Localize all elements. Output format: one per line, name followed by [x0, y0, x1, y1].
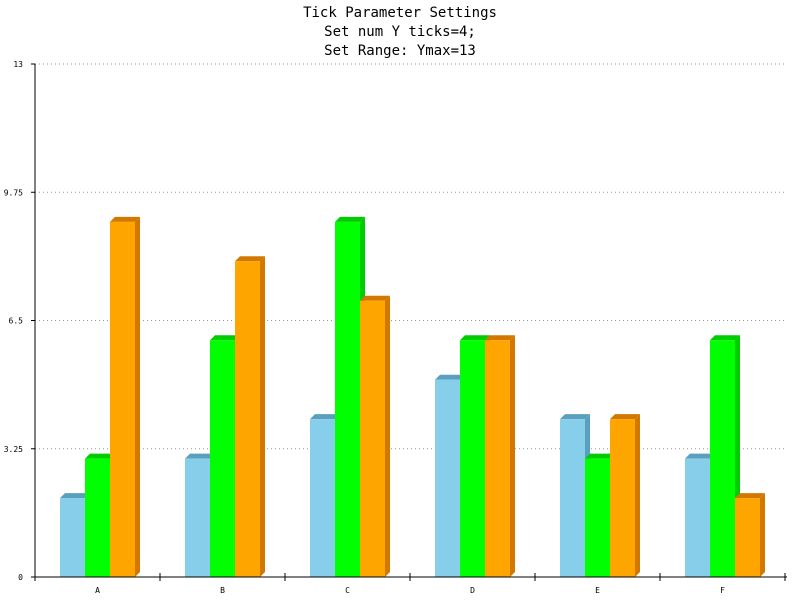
bar	[485, 340, 510, 577]
bar	[235, 261, 260, 577]
bar-top	[110, 216, 140, 222]
chart-title-line-2: Set num Y ticks=4;	[324, 24, 476, 40]
bar-top	[710, 335, 740, 341]
bar-side	[510, 335, 515, 577]
x-tick-label: C	[345, 586, 350, 595]
chart-title-line-1: Tick Parameter Settings	[303, 5, 497, 21]
bar	[460, 340, 485, 577]
bar-side	[760, 493, 765, 577]
bar-side	[135, 216, 140, 577]
bar	[210, 340, 235, 577]
bar-top	[685, 453, 715, 459]
bar	[435, 379, 460, 577]
x-tick-label: D	[470, 586, 475, 595]
bar-top	[60, 493, 90, 499]
x-tick-label: F	[720, 586, 725, 595]
bar-top	[210, 335, 240, 341]
y-tick-label: 3.25	[4, 445, 23, 454]
bar	[185, 458, 210, 577]
bar	[60, 498, 85, 577]
bar	[610, 419, 635, 577]
x-tick-label: E	[595, 586, 600, 595]
bar	[85, 458, 110, 577]
bar-side	[635, 414, 640, 577]
bar-side	[385, 295, 390, 577]
bar	[585, 458, 610, 577]
bar	[685, 458, 710, 577]
bar-top	[360, 295, 390, 301]
bar	[360, 300, 385, 577]
y-tick-label: 0	[18, 573, 23, 582]
bar-side	[260, 256, 265, 577]
bar	[335, 221, 360, 577]
bar	[110, 221, 135, 577]
bar	[710, 340, 735, 577]
chart-title-line-3: Set Range: Ymax=13	[324, 43, 476, 59]
bar-top	[235, 256, 265, 262]
bar-top	[560, 414, 590, 420]
x-tick-label: B	[220, 586, 225, 595]
y-tick-label: 13	[13, 60, 23, 69]
bar-top	[310, 414, 340, 420]
bar-top	[485, 335, 515, 341]
bar-top	[335, 216, 365, 222]
bar	[310, 419, 335, 577]
bar	[560, 419, 585, 577]
x-tick-label: A	[95, 586, 100, 595]
bar-top	[460, 335, 490, 341]
y-tick-label: 6.5	[9, 317, 24, 326]
bar	[735, 498, 760, 577]
bar-top	[435, 374, 465, 380]
bar-top	[610, 414, 640, 420]
y-tick-label: 9.75	[4, 188, 23, 197]
bar-top	[735, 493, 765, 499]
bar-top	[585, 453, 615, 459]
bar-top	[185, 453, 215, 459]
bar-top	[85, 453, 115, 459]
